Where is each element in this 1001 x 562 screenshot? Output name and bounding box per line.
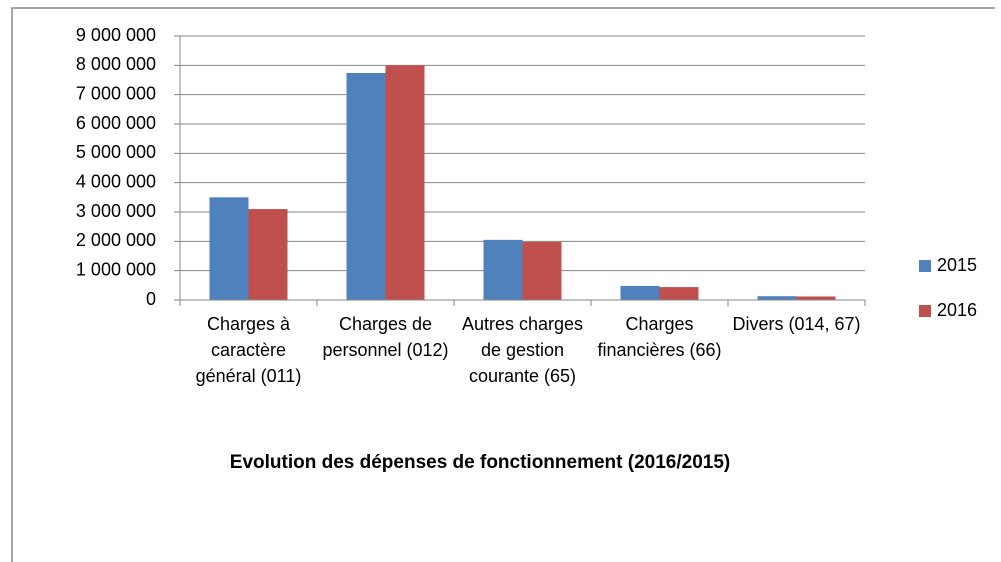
bar [659, 287, 699, 300]
y-tick-label: 4 000 000 [76, 171, 156, 191]
bar [522, 241, 562, 300]
y-tick-label: 6 000 000 [76, 113, 156, 133]
chart-border [11, 7, 995, 562]
y-tick-label: 3 000 000 [76, 201, 156, 221]
y-tick-label: 8 000 000 [76, 54, 156, 74]
y-tick-label: 5 000 000 [76, 142, 156, 162]
y-tick-label: 7 000 000 [76, 83, 156, 103]
x-tick-label: Divers (014, 67) [732, 314, 861, 334]
chart-title: Evolution des dépenses de fonctionnement… [230, 452, 730, 473]
x-tick-label: Charges à caractère général (011) [195, 314, 302, 386]
bar [757, 296, 797, 300]
bar [209, 197, 249, 300]
x-tick-label: Autres charges de gestion courante (65) [461, 314, 584, 386]
bar [796, 296, 836, 300]
y-tick-label: 1 000 000 [76, 259, 156, 279]
y-tick-label: 2 000 000 [76, 230, 156, 250]
y-tick-label: 0 [146, 289, 156, 309]
y-tick-label: 9 000 000 [76, 25, 156, 45]
legend-label: 2015 [937, 255, 977, 275]
bar [346, 72, 386, 301]
bar [385, 65, 425, 300]
legend-swatch [919, 305, 931, 317]
legend-label: 2016 [937, 300, 977, 320]
x-tick-label: Charges de personnel (012) [322, 314, 449, 360]
bar [248, 209, 288, 300]
bar [483, 239, 523, 300]
x-tick-label: Charges financières (66) [597, 314, 722, 360]
legend-swatch [919, 260, 931, 272]
bar [620, 285, 660, 300]
